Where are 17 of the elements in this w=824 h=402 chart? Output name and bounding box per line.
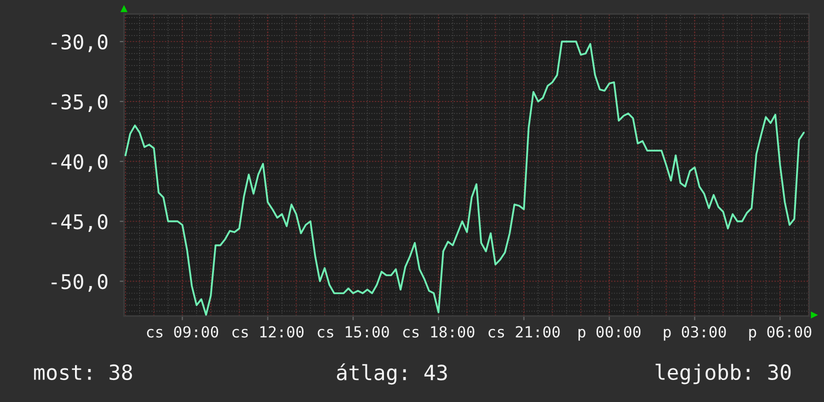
y-tick-label: -45,0: [52, 214, 108, 232]
x-tick-label: cs 12:00: [232, 326, 304, 338]
y-tick-label: -40,0: [52, 154, 108, 172]
y-tick-label: -35,0: [52, 94, 108, 112]
y-tick-label: -50,0: [52, 274, 108, 292]
text: legjobb: 30: [656, 364, 791, 384]
text: most: 38: [34, 364, 132, 380]
y-tick-label: -30,0: [52, 34, 108, 52]
x-tick-label: cs 18:00: [403, 326, 474, 338]
line-series: [124, 40, 805, 316]
x-tick-label: p 06:00: [749, 326, 812, 341]
x-tick-label: p 00:00: [578, 326, 640, 341]
x-tick-label: cs 15:00: [318, 326, 389, 338]
x-tick-label: p 03:00: [664, 326, 726, 341]
text: átlag: 43: [336, 363, 447, 385]
x-tick-label: cs 21:00: [488, 326, 560, 338]
x-tick-label: cs 09:00: [147, 326, 218, 338]
